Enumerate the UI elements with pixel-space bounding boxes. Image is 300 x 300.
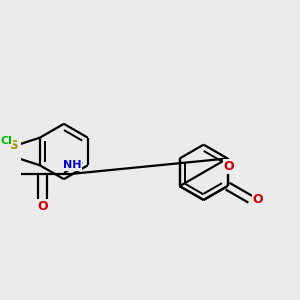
Text: NH: NH: [63, 160, 82, 170]
Text: O: O: [37, 200, 48, 213]
Text: S: S: [9, 139, 18, 152]
Text: O: O: [224, 160, 234, 173]
Text: O: O: [253, 193, 263, 206]
Text: Cl: Cl: [1, 136, 12, 146]
